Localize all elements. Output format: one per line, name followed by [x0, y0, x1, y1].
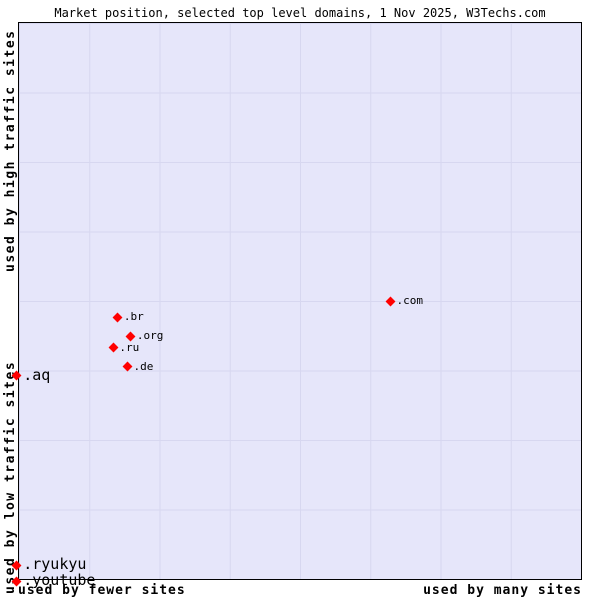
data-point-label: .youtube — [23, 571, 96, 590]
data-point-label: .ryukyu — [23, 555, 87, 574]
chart-title: Market position, selected top level doma… — [54, 6, 546, 20]
diamond-marker-icon — [108, 342, 119, 353]
data-point-label: .br — [123, 310, 144, 324]
data-point-label: .aq — [23, 365, 51, 384]
y-axis-label-low-traffic: used by low traffic sites — [3, 360, 18, 594]
x-axis-label-fewer-sites: used by fewer sites — [18, 583, 186, 598]
data-point-label: .de — [133, 359, 154, 373]
x-axis-label-many-sites: used by many sites — [423, 583, 582, 598]
diamond-marker-icon — [125, 331, 136, 341]
data-point-label: .com — [396, 294, 423, 307]
data-point-label: .ru — [119, 340, 140, 354]
y-axis-label-high-traffic: used by high traffic sites — [3, 29, 18, 273]
data-point-label: .org — [136, 329, 164, 343]
diamond-marker-icon — [122, 361, 133, 372]
diamond-marker-icon — [385, 296, 396, 306]
plot-area: .com .br .org .ru .de .aq .ryukyu .youtu… — [11, 22, 582, 589]
diamond-marker-icon — [112, 312, 123, 323]
